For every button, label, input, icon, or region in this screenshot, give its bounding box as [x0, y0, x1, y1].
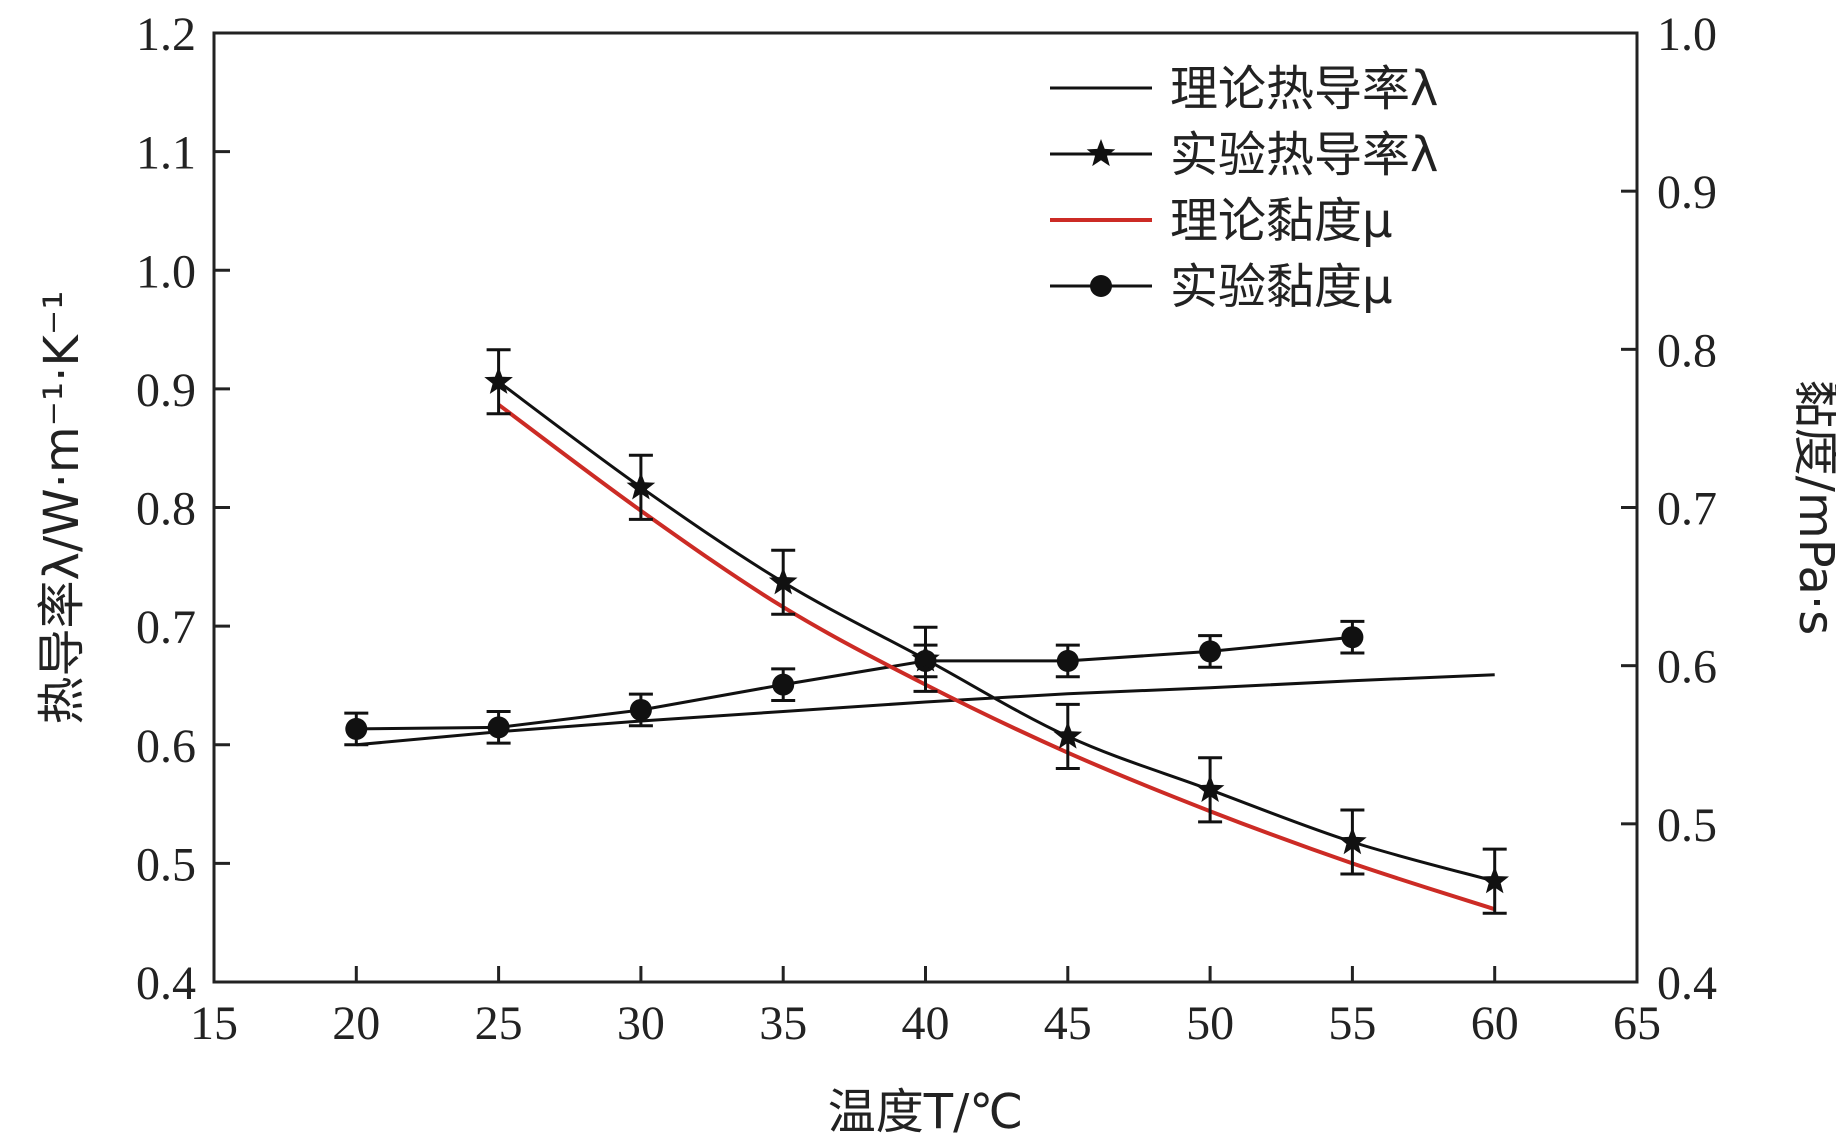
circle-marker-3-2: [629, 698, 652, 721]
legend: 理论热导率λ 实验热导率λ 理论黏度μ 实验黏度μ: [1050, 61, 1438, 315]
series-0: [356, 673, 1495, 747]
left-y-tick-label-2: 0.6: [136, 720, 196, 773]
left-y-axis-title: 热导率λ/W·m⁻¹·K⁻¹: [34, 291, 90, 725]
legend-circle-marker: [1090, 275, 1112, 297]
right-y-tick-label-2: 0.6: [1657, 641, 1717, 694]
right-y-axis-title: 黏度/mPa·s: [1788, 380, 1836, 635]
circle-marker-3-1: [487, 716, 510, 739]
x-tick-label-4: 35: [759, 997, 807, 1050]
series-1: [484, 348, 1509, 915]
x-tick-label-7: 50: [1186, 997, 1234, 1050]
right-y-tick-label-4: 0.8: [1657, 324, 1717, 377]
right-y-tick-label-6: 1.0: [1657, 8, 1717, 61]
series-line-1: [497, 380, 1496, 883]
circle-marker-3-5: [1056, 649, 1079, 672]
star-marker-1-3: [911, 644, 940, 672]
circle-marker-3-6: [1199, 640, 1222, 663]
star-marker-1-5: [1195, 774, 1225, 802]
left-y-tick-label-8: 1.2: [136, 8, 196, 61]
x-tick-label-8: 55: [1328, 997, 1376, 1050]
right-y-tick-label-5: 0.9: [1657, 166, 1717, 219]
series-line-3: [356, 635, 1353, 731]
x-tick-label-1: 20: [332, 997, 380, 1050]
left-y-tick-label-3: 0.7: [136, 601, 196, 654]
legend-item-0: 理论热导率λ: [1050, 61, 1438, 117]
left-y-tick-label-4: 0.8: [136, 483, 196, 536]
series-2: [497, 403, 1496, 912]
star-marker-1-7: [1480, 866, 1509, 894]
x-tick-label-3: 30: [617, 997, 665, 1050]
legend-label-1: 实验热导率λ: [1170, 127, 1438, 183]
series-line-2: [497, 403, 1496, 912]
x-tick-label-5: 40: [902, 997, 950, 1050]
left-y-axis: 0.4 0.5 0.6 0.7 0.8 0.9 1.0 1.1 1.2: [136, 8, 230, 1010]
legend-star-marker: [1086, 139, 1116, 167]
left-y-tick-label-5: 0.9: [136, 364, 196, 417]
series-layer: [344, 348, 1509, 915]
star-marker-1-2: [768, 567, 798, 595]
circle-marker-3-7: [1341, 626, 1364, 649]
star-marker-1-1: [626, 472, 656, 500]
legend-label-3: 实验黏度μ: [1170, 259, 1393, 315]
series-3: [344, 619, 1365, 747]
legend-item-2: 理论黏度μ: [1050, 193, 1393, 249]
star-marker-1-6: [1338, 827, 1367, 855]
right-y-tick-label-1: 0.5: [1657, 799, 1717, 852]
x-tick-label-10: 65: [1613, 997, 1661, 1050]
circle-marker-3-3: [772, 673, 795, 696]
left-y-tick-label-0: 0.4: [136, 957, 196, 1010]
legend-item-3: 实验黏度μ: [1050, 259, 1393, 315]
star-marker-1-0: [484, 366, 513, 394]
legend-label-2: 理论黏度μ: [1170, 193, 1393, 249]
left-y-tick-label-7: 1.1: [136, 127, 196, 180]
x-axis: 15 20 25 30 35 40 45 50 55 60 65: [190, 966, 1661, 1050]
left-y-tick-label-1: 0.5: [136, 838, 196, 891]
legend-item-1: 实验热导率λ: [1050, 127, 1438, 183]
x-tick-label-2: 25: [475, 997, 523, 1050]
circle-marker-3-0: [345, 717, 368, 740]
right-y-axis: 0.4 0.5 0.6 0.7 0.8 0.9 1.0: [1621, 8, 1717, 1010]
x-tick-label-0: 15: [190, 997, 238, 1050]
x-axis-title: 温度T/℃: [828, 1084, 1023, 1140]
legend-label-0: 理论热导率λ: [1170, 61, 1438, 117]
x-tick-label-9: 60: [1471, 997, 1519, 1050]
right-y-tick-label-0: 0.4: [1657, 957, 1717, 1010]
left-y-tick-label-6: 1.0: [136, 245, 196, 298]
right-y-tick-label-3: 0.7: [1657, 483, 1717, 536]
series-line-0: [356, 673, 1495, 747]
x-tick-label-6: 45: [1044, 997, 1092, 1050]
star-marker-1-4: [1053, 721, 1083, 749]
